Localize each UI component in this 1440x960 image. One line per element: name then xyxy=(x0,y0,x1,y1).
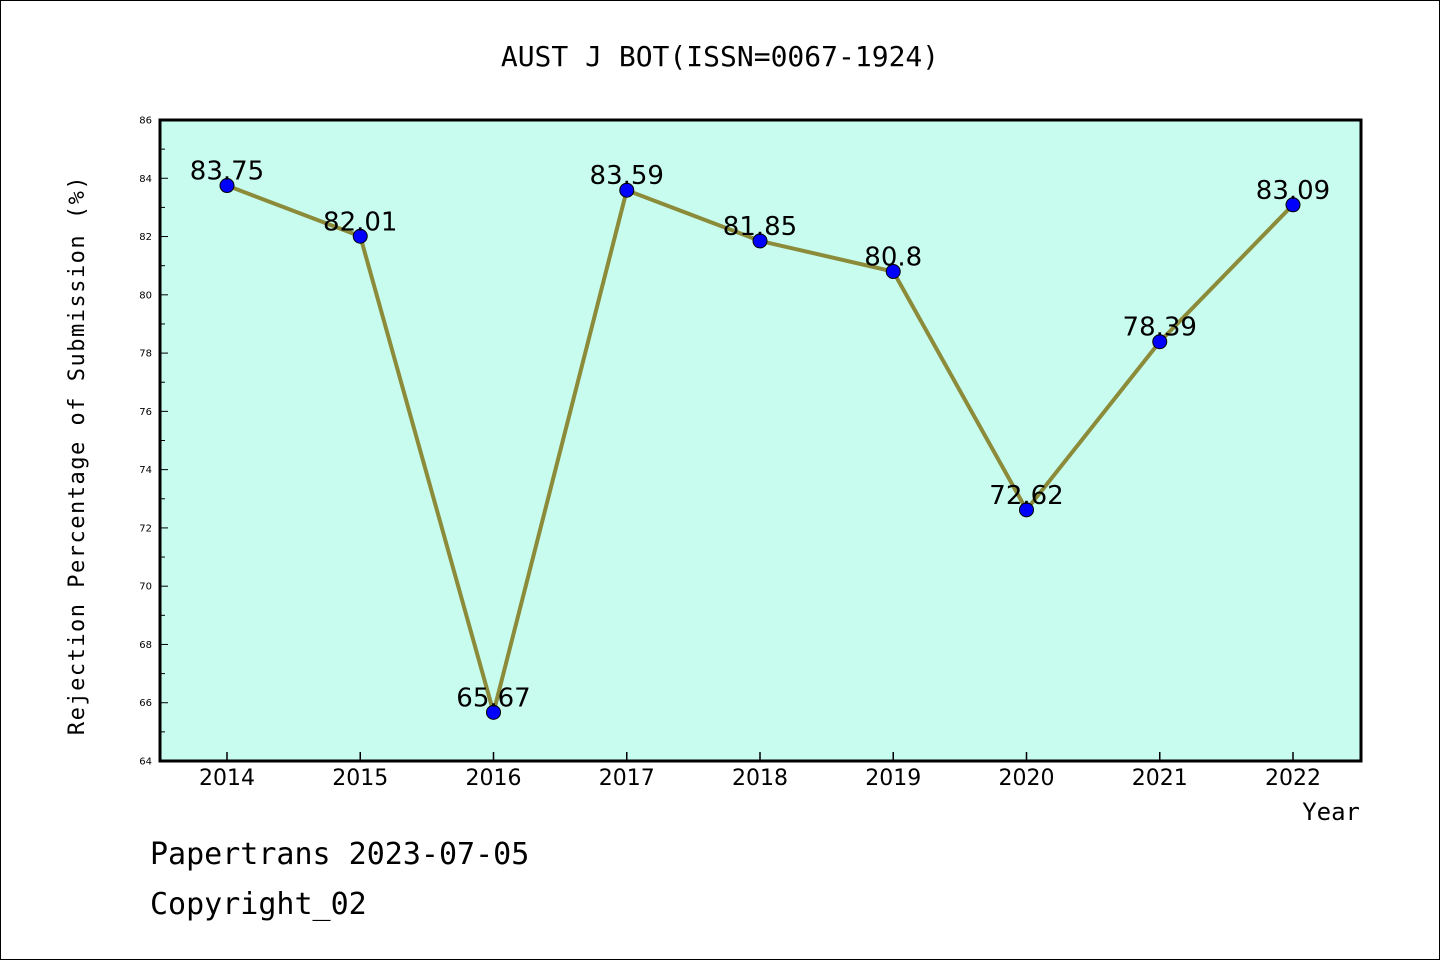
y-axis-label: Rejection Percentage of Submission (%) xyxy=(65,175,90,735)
data-point xyxy=(486,704,501,720)
data-point xyxy=(352,228,368,244)
data-label: 83.75 xyxy=(190,157,264,187)
data-label: 78.39 xyxy=(1123,313,1197,343)
data-label: 83.59 xyxy=(590,161,664,191)
y-tick-label: 84 xyxy=(139,174,152,185)
y-tick-label: 72 xyxy=(139,523,152,534)
data-point xyxy=(885,264,901,280)
data-label: 81.85 xyxy=(723,212,797,242)
x-tick-label: 2014 xyxy=(199,766,255,791)
data-label: 80.8 xyxy=(864,243,922,273)
y-tick-label: 74 xyxy=(139,465,152,476)
x-tick-label: 2019 xyxy=(865,766,921,791)
footer-copyright: Copyright_02 xyxy=(150,887,367,922)
y-tick-label: 86 xyxy=(139,116,152,127)
y-tick-label: 70 xyxy=(139,582,152,593)
x-tick-label: 2020 xyxy=(999,766,1055,791)
x-tick-label: 2018 xyxy=(732,766,788,791)
y-axis: 64 66 68 70 72 74 76 78 80 82 84 86 xyxy=(139,116,168,768)
data-label: 82.01 xyxy=(323,207,397,237)
x-tick-label: 2017 xyxy=(599,766,655,791)
y-tick-label: 82 xyxy=(139,232,152,243)
y-tick-label: 66 xyxy=(139,698,152,709)
data-point xyxy=(1019,502,1034,518)
x-axis: 2014 2015 2016 2017 2018 2019 2020 2021 2022 xyxy=(199,752,1321,791)
data-point xyxy=(619,182,635,198)
data-point xyxy=(1152,334,1168,350)
y-tick-label: 80 xyxy=(139,290,152,301)
plot-area xyxy=(158,118,1363,763)
y-tick-label: 76 xyxy=(139,407,152,418)
data-label: 72.62 xyxy=(989,481,1063,511)
y-tick-label: 64 xyxy=(139,757,152,768)
data-point xyxy=(1285,197,1301,213)
data-point xyxy=(752,233,768,249)
x-tick-label: 2022 xyxy=(1265,766,1321,791)
series-rejection: 83.75 82.01 65.67 83.59 81.85 80.8 72.62 78.39 8… xyxy=(190,157,1330,720)
data-point xyxy=(219,178,235,194)
data-label: 83.09 xyxy=(1256,176,1330,206)
x-axis-label: Year xyxy=(1302,798,1360,826)
x-tick-label: 2016 xyxy=(466,766,522,791)
data-label: 65.67 xyxy=(456,683,530,713)
chart-title: AUST J BOT(ISSN=0067-1924) xyxy=(501,40,939,73)
footer-date: Papertrans 2023-07-05 xyxy=(150,837,529,872)
y-tick-label: 68 xyxy=(139,640,152,651)
y-tick-label: 78 xyxy=(139,349,152,360)
x-tick-label: 2015 xyxy=(332,766,388,791)
x-tick-label: 2021 xyxy=(1132,766,1188,791)
